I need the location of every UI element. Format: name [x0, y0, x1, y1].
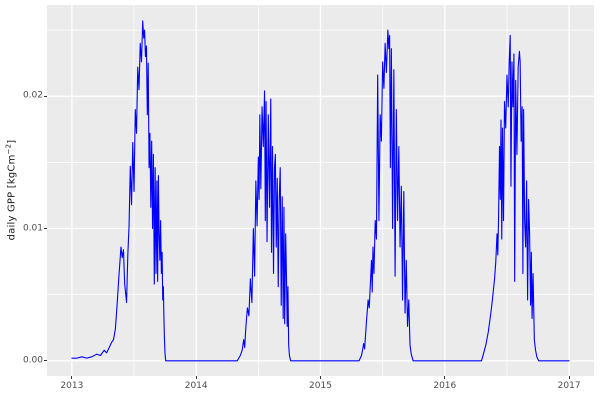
y-axis-title-superscript: −2 [4, 143, 13, 155]
y-axis-title-close: ] [6, 139, 18, 144]
plot-panel [47, 5, 594, 376]
x-tick-mark [568, 376, 570, 379]
x-tick-mark [71, 376, 73, 379]
x-tick-label: 2016 [433, 381, 457, 391]
y-tick-label: 0.01 [22, 223, 43, 234]
y-tick-label: 0.00 [22, 355, 43, 366]
x-tick-mark [444, 376, 446, 379]
x-tick-label: 2014 [184, 381, 208, 391]
y-tick-mark [44, 360, 47, 362]
x-tick-label: 2015 [309, 381, 332, 391]
y-tick-mark [44, 228, 47, 230]
chart-svg [47, 5, 594, 376]
x-tick-mark [195, 376, 197, 379]
x-tick-label: 2017 [557, 381, 581, 391]
y-tick-label: 0.02 [22, 90, 43, 101]
x-tick-mark [320, 376, 321, 379]
gpp-line-series [71, 20, 570, 362]
y-tick-mark [44, 95, 47, 97]
x-tick-label: 2013 [60, 381, 84, 391]
